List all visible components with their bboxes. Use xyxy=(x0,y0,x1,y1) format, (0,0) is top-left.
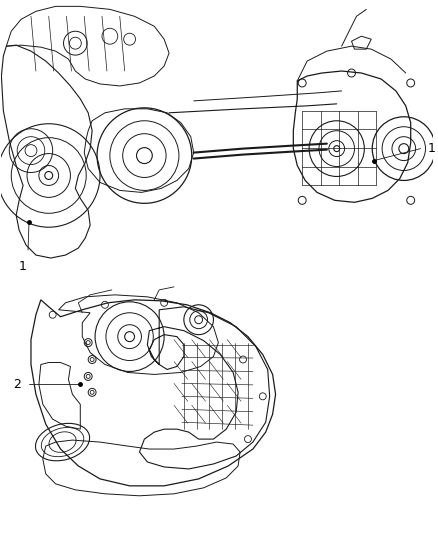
Text: 2: 2 xyxy=(13,378,21,391)
Text: 1: 1 xyxy=(427,142,435,155)
Text: 1: 1 xyxy=(19,260,27,273)
